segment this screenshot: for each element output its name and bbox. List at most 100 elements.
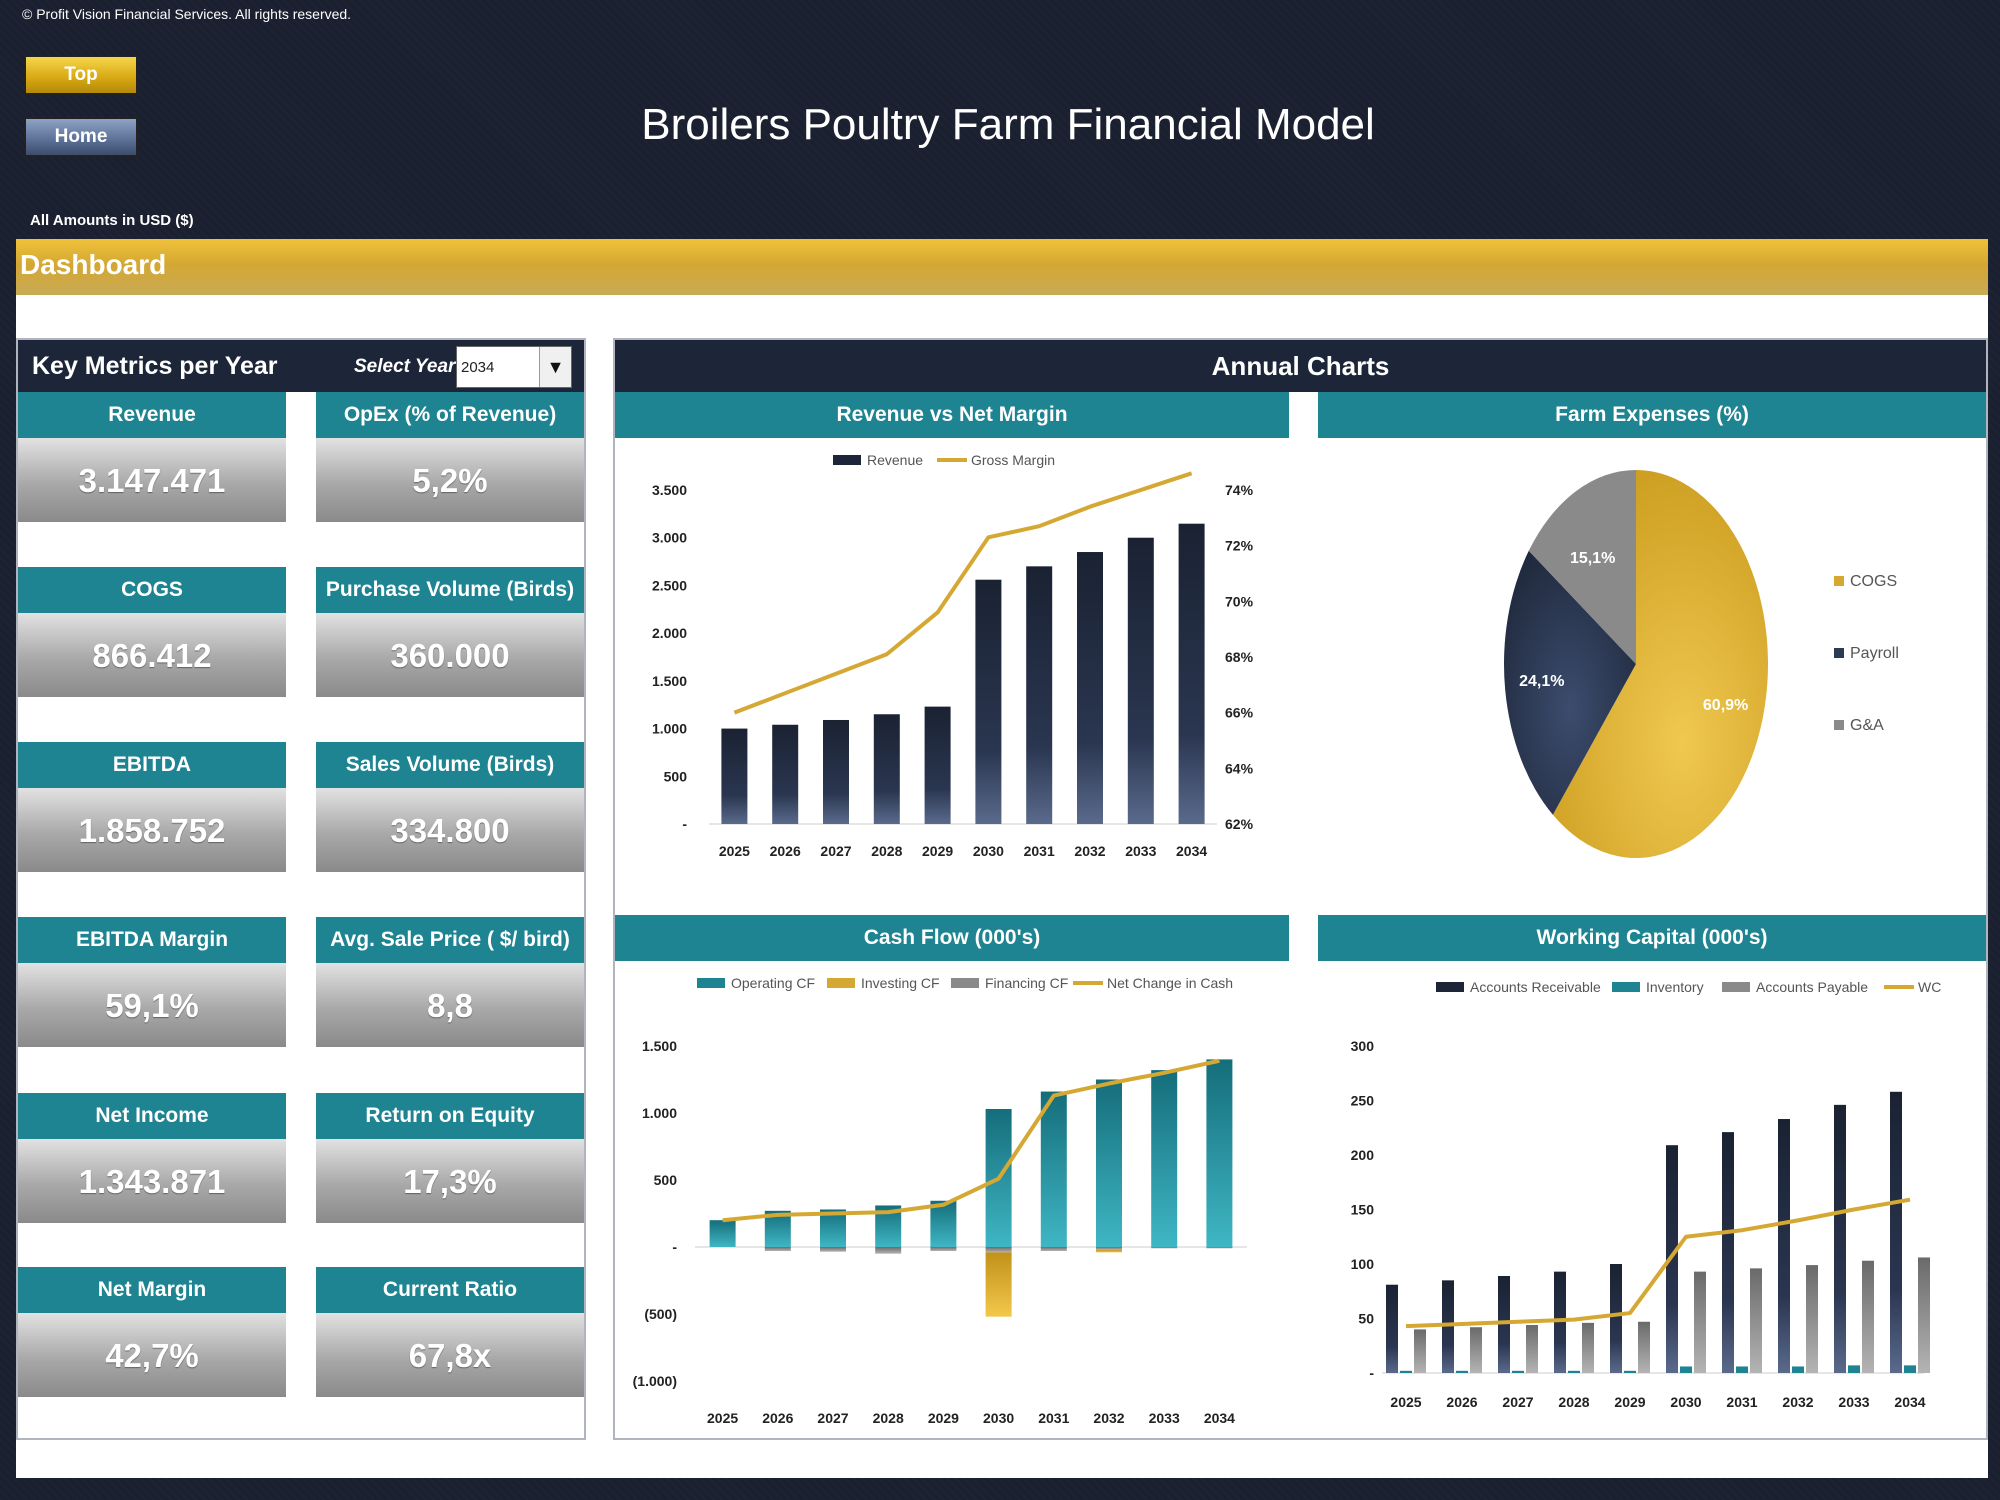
- y2-tick-label: 70%: [1225, 593, 1254, 609]
- accounts-receivable-bar: [1890, 1091, 1902, 1373]
- accounts-payable-bar: [1750, 1268, 1762, 1373]
- metric-card-cogs: COGS 866.412: [18, 567, 286, 697]
- x-tick-label: 2032: [1093, 1410, 1124, 1426]
- key-metrics-header: Key Metrics per Year Select Year 2034 ▼: [18, 340, 584, 392]
- inventory-bar: [1624, 1370, 1636, 1373]
- x-tick-label: 2026: [1446, 1394, 1477, 1410]
- metric-card-net-income: Net Income 1.343.871: [18, 1093, 286, 1223]
- metric-value: 5,2%: [316, 438, 584, 522]
- legend-operating-cf-label: Operating CF: [731, 975, 815, 991]
- inventory-bar: [1848, 1365, 1860, 1373]
- page-title: Broilers Poultry Farm Financial Model: [641, 100, 1375, 149]
- x-tick-label: 2034: [1894, 1394, 1925, 1410]
- operating-cf-bar: [709, 1220, 736, 1247]
- x-tick-label: 2031: [1024, 843, 1055, 859]
- y-tick-label: 500: [664, 768, 688, 784]
- revenue-bar: [975, 579, 1002, 824]
- metric-value: 1.343.871: [18, 1139, 286, 1223]
- metric-card-ebitda-margin: EBITDA Margin 59,1%: [18, 917, 286, 1047]
- y-tick-label: (1.000): [633, 1373, 677, 1389]
- metric-value: 59,1%: [18, 963, 286, 1047]
- metric-label: OpEx (% of Revenue): [316, 392, 584, 438]
- y-tick-label: 100: [1351, 1256, 1375, 1272]
- x-tick-label: 2030: [1670, 1394, 1701, 1410]
- metric-value: 1.858.752: [18, 788, 286, 872]
- inventory-bar: [1456, 1370, 1468, 1373]
- x-tick-label: 2034: [1204, 1410, 1235, 1426]
- x-tick-label: 2025: [1390, 1394, 1421, 1410]
- operating-cf-bar: [1096, 1079, 1122, 1247]
- metric-label: Purchase Volume (Birds): [316, 567, 584, 613]
- revenue-bar: [1178, 523, 1205, 824]
- financing-cf-bar: [1206, 1247, 1233, 1249]
- pie-slice-cogs: [1552, 470, 1768, 858]
- annual-charts-header: Annual Charts: [615, 340, 1986, 392]
- year-select-dropdown[interactable]: 2034 ▼: [456, 346, 572, 388]
- accounts-payable-bar: [1862, 1260, 1874, 1373]
- pie-slice-payroll: [1504, 550, 1636, 815]
- metric-card-return-on-equity: Return on Equity 17,3%: [316, 1093, 584, 1223]
- metric-card-net-margin: Net Margin 42,7%: [18, 1267, 286, 1397]
- legend-inventory-swatch: [1612, 982, 1640, 992]
- accounts-payable-bar: [1414, 1329, 1426, 1373]
- y2-tick-label: 74%: [1225, 482, 1254, 498]
- legend-investing-cf-swatch: [827, 978, 855, 988]
- working-capital-chart: Accounts Receivable Inventory Accounts Pay…: [1351, 979, 1942, 1410]
- revenue-bar: [721, 728, 748, 824]
- inventory-bar: [1904, 1365, 1916, 1373]
- x-tick-label: 2032: [1782, 1394, 1813, 1410]
- operating-cf-bar: [1151, 1070, 1178, 1247]
- home-button[interactable]: Home: [24, 117, 138, 157]
- legend-revenue-swatch: [833, 455, 861, 465]
- metric-card-revenue: Revenue 3.147.471: [18, 392, 286, 522]
- top-button[interactable]: Top: [24, 55, 138, 95]
- year-select-value: 2034: [461, 359, 495, 376]
- revenue-bar: [772, 724, 799, 824]
- pie-legend-swatch: [1834, 648, 1844, 658]
- revenue-bar: [1077, 552, 1103, 824]
- metric-value: 42,7%: [18, 1313, 286, 1397]
- metric-card-ebitda: EBITDA 1.858.752: [18, 742, 286, 872]
- metric-label: Avg. Sale Price ( $/ bird): [316, 917, 584, 963]
- y-tick-label: 150: [1351, 1202, 1375, 1218]
- metric-value: 8,8: [316, 963, 584, 1047]
- x-tick-label: 2031: [1726, 1394, 1757, 1410]
- accounts-payable-bar: [1582, 1322, 1594, 1373]
- accounts-receivable-bar: [1554, 1271, 1566, 1373]
- legend-gross-margin-label: Gross Margin: [971, 452, 1055, 468]
- revenue-bar: [1026, 566, 1053, 824]
- pie-data-label: 24,1%: [1519, 673, 1564, 690]
- revenue-chart-title: Revenue vs Net Margin: [615, 392, 1289, 438]
- wc-chart-title: Working Capital (000's): [1318, 915, 1986, 961]
- investing-cf-bar: [1096, 1249, 1122, 1253]
- metric-value: 360.000: [316, 613, 584, 697]
- pie-data-label: 15,1%: [1570, 550, 1615, 567]
- financing-cf-bar: [1096, 1247, 1122, 1250]
- y-tick-label: 2.000: [652, 625, 687, 641]
- x-tick-label: 2029: [928, 1410, 959, 1426]
- y-tick-label: 250: [1351, 1093, 1375, 1109]
- accounts-payable-bar: [1470, 1327, 1482, 1373]
- annual-charts-panel: Annual Charts Revenue vs Net Margin Farm…: [613, 338, 1988, 1440]
- pie-legend-swatch: [1834, 576, 1844, 586]
- y2-tick-label: 62%: [1225, 816, 1254, 832]
- x-tick-label: 2028: [871, 843, 902, 859]
- legend-accounts-payable-swatch: [1722, 982, 1750, 992]
- x-tick-label: 2033: [1838, 1394, 1869, 1410]
- metric-value: 866.412: [18, 613, 286, 697]
- y-tick-label: 500: [654, 1172, 678, 1188]
- accounts-receivable-bar: [1834, 1104, 1846, 1373]
- y-tick-label: -: [1369, 1365, 1374, 1381]
- wc-line: [1405, 1197, 1911, 1329]
- inventory-bar: [1512, 1370, 1524, 1373]
- legend-revenue-label: Revenue: [867, 452, 923, 468]
- metric-label: Sales Volume (Birds): [316, 742, 584, 788]
- pie-legend-label: G&A: [1850, 717, 1884, 734]
- operating-cf-bar: [1206, 1059, 1233, 1247]
- financing-cf-bar: [764, 1247, 791, 1252]
- dropdown-arrow-icon[interactable]: ▼: [539, 347, 571, 387]
- metric-label: Net Margin: [18, 1267, 286, 1313]
- x-tick-label: 2026: [770, 843, 801, 859]
- cashflow-chart-title: Cash Flow (000's): [615, 915, 1289, 961]
- metric-label: EBITDA Margin: [18, 917, 286, 963]
